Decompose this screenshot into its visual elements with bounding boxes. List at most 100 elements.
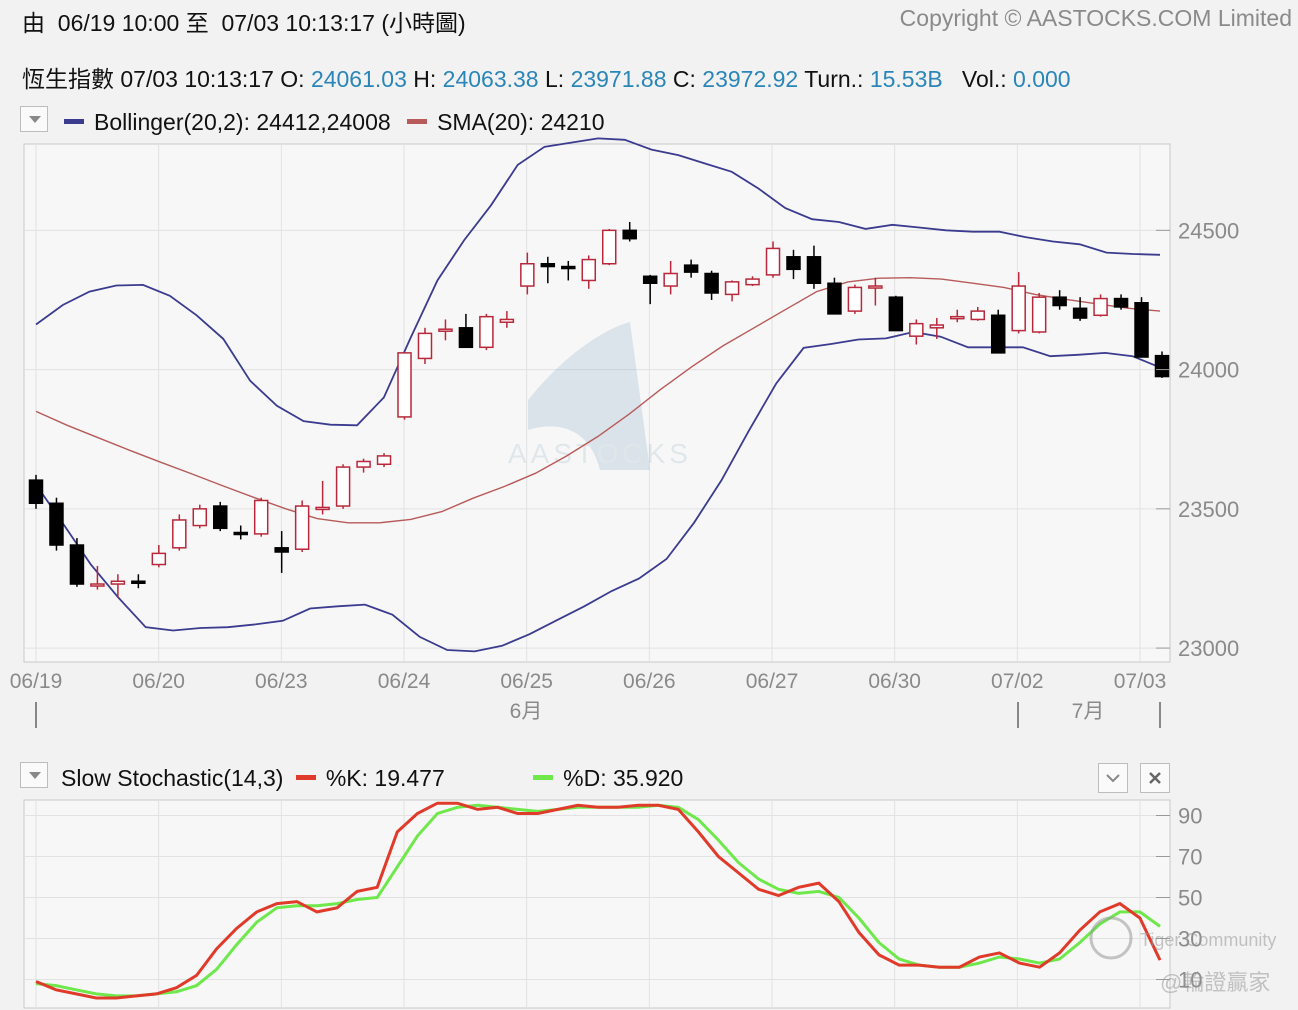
k-legend: %K: 19.477 <box>325 765 445 791</box>
candle-body <box>909 322 924 337</box>
candle <box>172 514 187 551</box>
bollinger-swatch <box>64 119 84 125</box>
candle <box>868 277 883 306</box>
candle-body <box>806 256 822 284</box>
candle-body <box>1052 296 1067 307</box>
y-tick-label: 23000 <box>1178 636 1239 661</box>
stoch-plot-area <box>23 799 1171 1009</box>
candle-body <box>274 547 289 553</box>
candle <box>888 295 904 332</box>
candle-body <box>1093 297 1108 317</box>
candle <box>151 545 167 568</box>
candle <box>663 260 678 295</box>
candle-body <box>786 256 801 271</box>
close-value: 23972.92 <box>702 66 799 92</box>
stoch-y-tick-label: 50 <box>1178 886 1202 911</box>
turnover-label: Turn.: <box>804 66 864 92</box>
candle-body <box>294 505 310 550</box>
candle <box>561 260 576 281</box>
candle <box>131 574 146 589</box>
candle <box>1154 351 1170 378</box>
candle <box>1113 294 1129 310</box>
candle <box>786 249 801 280</box>
close-panel-button[interactable] <box>1140 763 1170 793</box>
candle <box>520 252 535 295</box>
stoch-y-tick-label: 30 <box>1178 927 1202 952</box>
candle <box>335 464 351 509</box>
candle-body <box>950 315 965 320</box>
d-swatch <box>533 775 554 781</box>
candle <box>110 574 126 598</box>
candle-body <box>520 263 535 287</box>
candle-body <box>213 505 228 530</box>
range-separator: 至 <box>185 10 209 36</box>
x-tick-label: 06/26 <box>623 670 676 693</box>
high-value: 24063.38 <box>442 66 539 92</box>
candle <box>397 352 412 420</box>
candle <box>1072 297 1088 321</box>
x-tick-label: 06/27 <box>746 670 799 693</box>
open-label: O: <box>280 66 305 92</box>
d-legend: %D: 35.920 <box>563 765 684 791</box>
candle-body <box>172 519 187 549</box>
candle-body <box>69 544 85 585</box>
candle-body <box>663 272 678 287</box>
candle-body <box>253 499 269 535</box>
candle-body <box>335 466 351 507</box>
candle-body <box>315 506 330 511</box>
candle-body <box>90 583 105 587</box>
x-tick-label: 06/23 <box>255 670 308 693</box>
candle-body <box>458 327 474 349</box>
aastocks-logo-icon <box>528 322 650 470</box>
candle-body <box>868 285 883 289</box>
y-tick-label: 24000 <box>1178 358 1239 383</box>
candle-body <box>438 328 453 332</box>
candle-body <box>888 296 904 332</box>
candle <box>827 277 842 315</box>
candle-body <box>376 455 392 466</box>
main-legend: Bollinger(20,2): 24412,24008 SMA(20): 24… <box>62 109 605 136</box>
candle <box>49 497 64 551</box>
aastocks-watermark: AASTOCKS <box>508 322 688 470</box>
candle <box>417 327 433 365</box>
candle <box>950 309 965 323</box>
handle-text: @輪證贏家 <box>1160 970 1270 995</box>
close-label: C: <box>672 66 696 92</box>
candle <box>233 525 248 540</box>
candle <box>909 319 924 345</box>
copyright-notice: Copyright © AASTOCKS.COM Limited <box>899 5 1292 31</box>
candle <box>724 280 740 302</box>
candle <box>1031 292 1047 334</box>
candle-body <box>1154 354 1170 378</box>
candle-body <box>110 580 126 585</box>
open-value: 24061.03 <box>310 66 407 92</box>
candle-body <box>49 502 64 546</box>
candle-body <box>642 275 658 284</box>
k-swatch <box>295 775 316 781</box>
candle-body <box>192 508 208 527</box>
candle <box>1011 272 1026 334</box>
main-chart-dropdown-button[interactable] <box>20 106 48 132</box>
candle <box>376 453 392 468</box>
candle <box>1134 297 1149 358</box>
candle <box>90 565 105 590</box>
x-tick-label: 07/02 <box>991 670 1044 693</box>
bollinger-upper-line <box>35 137 1161 427</box>
x-tick-label: 06/20 <box>132 670 185 693</box>
stoch-dropdown-button[interactable] <box>20 762 48 788</box>
stoch-title: Slow Stochastic(14,3) <box>61 765 284 791</box>
candle <box>581 255 597 289</box>
x-tick-label: 06/19 <box>10 670 63 693</box>
candle <box>704 270 719 300</box>
candle <box>683 259 699 278</box>
candle <box>192 504 208 529</box>
low-label: L: <box>544 66 565 92</box>
candle-body <box>1134 301 1149 358</box>
stoch-k-line <box>35 801 1162 1000</box>
stoch-y-tick-label: 90 <box>1178 804 1202 829</box>
candle <box>745 276 760 287</box>
candle <box>294 500 310 552</box>
collapse-panel-button[interactable] <box>1098 763 1128 793</box>
candle <box>479 313 494 351</box>
